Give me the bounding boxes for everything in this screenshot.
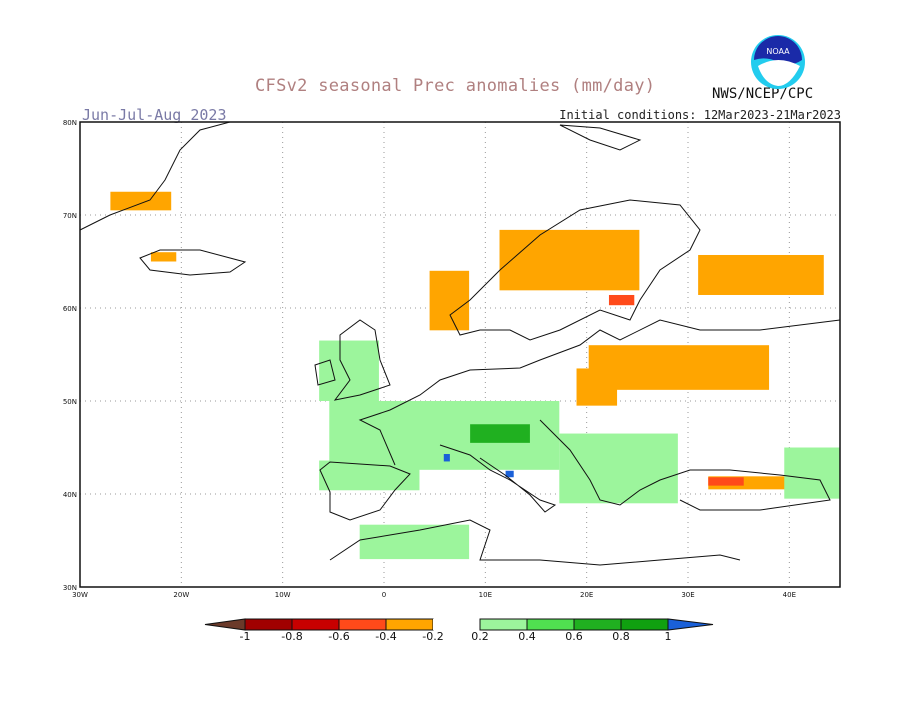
colorbar-label: -0.4	[375, 630, 397, 643]
season-label: Jun-Jul-Aug 2023	[82, 106, 227, 124]
colorbar-swatch	[573, 618, 622, 631]
initial-conditions: Initial conditions: 12Mar2023-21Mar2023	[559, 108, 841, 122]
lon-tick-label: 40E	[783, 591, 796, 599]
lon-tick-label: 10E	[479, 591, 492, 599]
colorbar-label: -1	[239, 630, 251, 643]
colorbar-swatch	[244, 618, 293, 631]
lat-tick-label: 70N	[63, 212, 77, 220]
colorbar-label: 1	[664, 630, 672, 643]
lon-tick-label: 30E	[681, 591, 694, 599]
anomaly-patch	[319, 460, 420, 491]
map-frame	[79, 121, 841, 588]
lon-tick-label: 30W	[72, 591, 88, 599]
lon-tick-label: 10W	[275, 591, 291, 599]
lat-tick-label: 30N	[63, 584, 77, 592]
colorbar-label: 0.4	[518, 630, 536, 643]
colorbar-label: -0.8	[281, 630, 303, 643]
noaa-logo-icon: NOAA	[751, 35, 805, 89]
anomaly-patch	[588, 345, 770, 390]
anomaly-patch	[559, 433, 678, 504]
svg-text:NOAA: NOAA	[766, 47, 790, 56]
colorbar-swatch	[526, 618, 575, 631]
colorbar-label: -0.2	[422, 630, 444, 643]
agency-label: NWS/NCEP/CPC	[712, 86, 814, 102]
anomaly-patch	[359, 524, 470, 560]
colorbar-swatch	[291, 618, 340, 631]
anomaly-patch	[150, 252, 177, 262]
lon-tick-label: 20W	[173, 591, 189, 599]
colorbar-label: -0.6	[328, 630, 350, 643]
anomaly-patch	[784, 447, 840, 499]
colorbar-swatch	[385, 618, 434, 631]
anomaly-patch	[608, 294, 635, 306]
lon-tick-label: 20E	[580, 591, 593, 599]
anomaly-patch	[429, 270, 470, 331]
anomaly-patch	[708, 477, 744, 486]
chart-title: CFSv2 seasonal Prec anomalies (mm/day)	[255, 76, 656, 96]
coastlines	[79, 121, 841, 566]
colorbar-label: 0.8	[612, 630, 630, 643]
anomaly-patch	[470, 424, 530, 443]
colorbar-label: 0.6	[565, 630, 583, 643]
anomaly-patch	[443, 454, 450, 462]
colorbar-label: 0.2	[471, 630, 489, 643]
colorbar-swatch	[433, 619, 480, 630]
lat-tick-label: 40N	[63, 491, 77, 499]
anomaly-patch	[110, 191, 172, 211]
colorbar-high-arrow	[667, 618, 714, 631]
anomaly-patch	[505, 470, 514, 478]
anomaly-patch	[319, 340, 379, 401]
lat-tick-label: 60N	[63, 305, 77, 313]
colorbar-swatch	[338, 618, 387, 631]
lat-tick-label: 50N	[63, 398, 77, 406]
anomaly-patch	[698, 254, 824, 295]
colorbar-swatch	[620, 618, 669, 631]
anomaly-patch	[576, 368, 618, 406]
colorbar-swatch	[479, 618, 528, 631]
colorbar-low-arrow	[204, 618, 246, 631]
lat-tick-label: 80N	[63, 119, 77, 127]
anomaly-patch	[499, 229, 640, 291]
lon-tick-label: 0	[382, 591, 386, 599]
